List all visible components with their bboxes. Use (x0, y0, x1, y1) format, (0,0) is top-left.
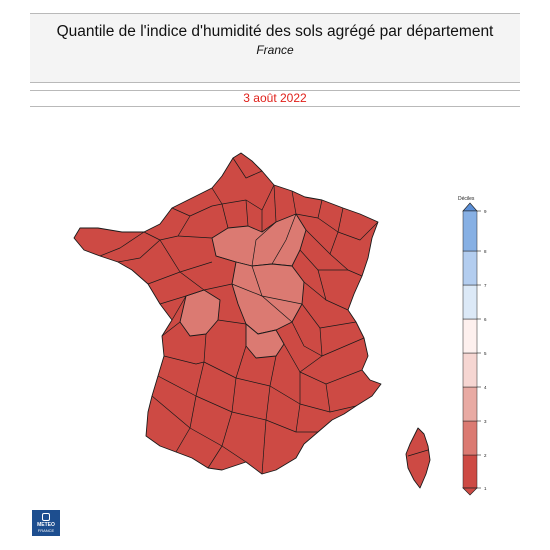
region-west-centre (179, 289, 221, 337)
map-title: Quantile de l'indice d'humidité des sols… (56, 23, 494, 40)
meteo-france-logo: METEO FRANCE (32, 510, 60, 536)
mainland-france (73, 152, 382, 475)
logo-line1: METEO (37, 522, 55, 528)
map-subtitle: France (256, 43, 294, 57)
legend-tick-9: 9 (484, 209, 487, 214)
legend-tick-6: 6 (484, 317, 487, 322)
legend-tick-1: 1 (484, 486, 487, 491)
region-massif (245, 323, 285, 359)
legend-title: Déciles (458, 196, 475, 202)
legend-tick-3: 3 (484, 419, 487, 424)
meteo-france-mark-icon (42, 513, 50, 521)
map-date: 3 août 2022 (30, 90, 520, 107)
legend-tick-2: 2 (484, 453, 487, 458)
legend-tick-4: 4 (484, 385, 487, 390)
legend-tick-8: 8 (484, 249, 487, 254)
title-panel: Quantile de l'indice d'humidité des sols… (30, 13, 520, 83)
legend-colorbar (462, 202, 481, 496)
legend-tick-5: 5 (484, 351, 487, 356)
logo-line2: FRANCE (37, 528, 55, 533)
legend-arrow-bottom (462, 487, 478, 496)
legend-tick-7: 7 (484, 283, 487, 288)
legend-arrow-top (462, 202, 478, 212)
corsica (405, 427, 431, 489)
